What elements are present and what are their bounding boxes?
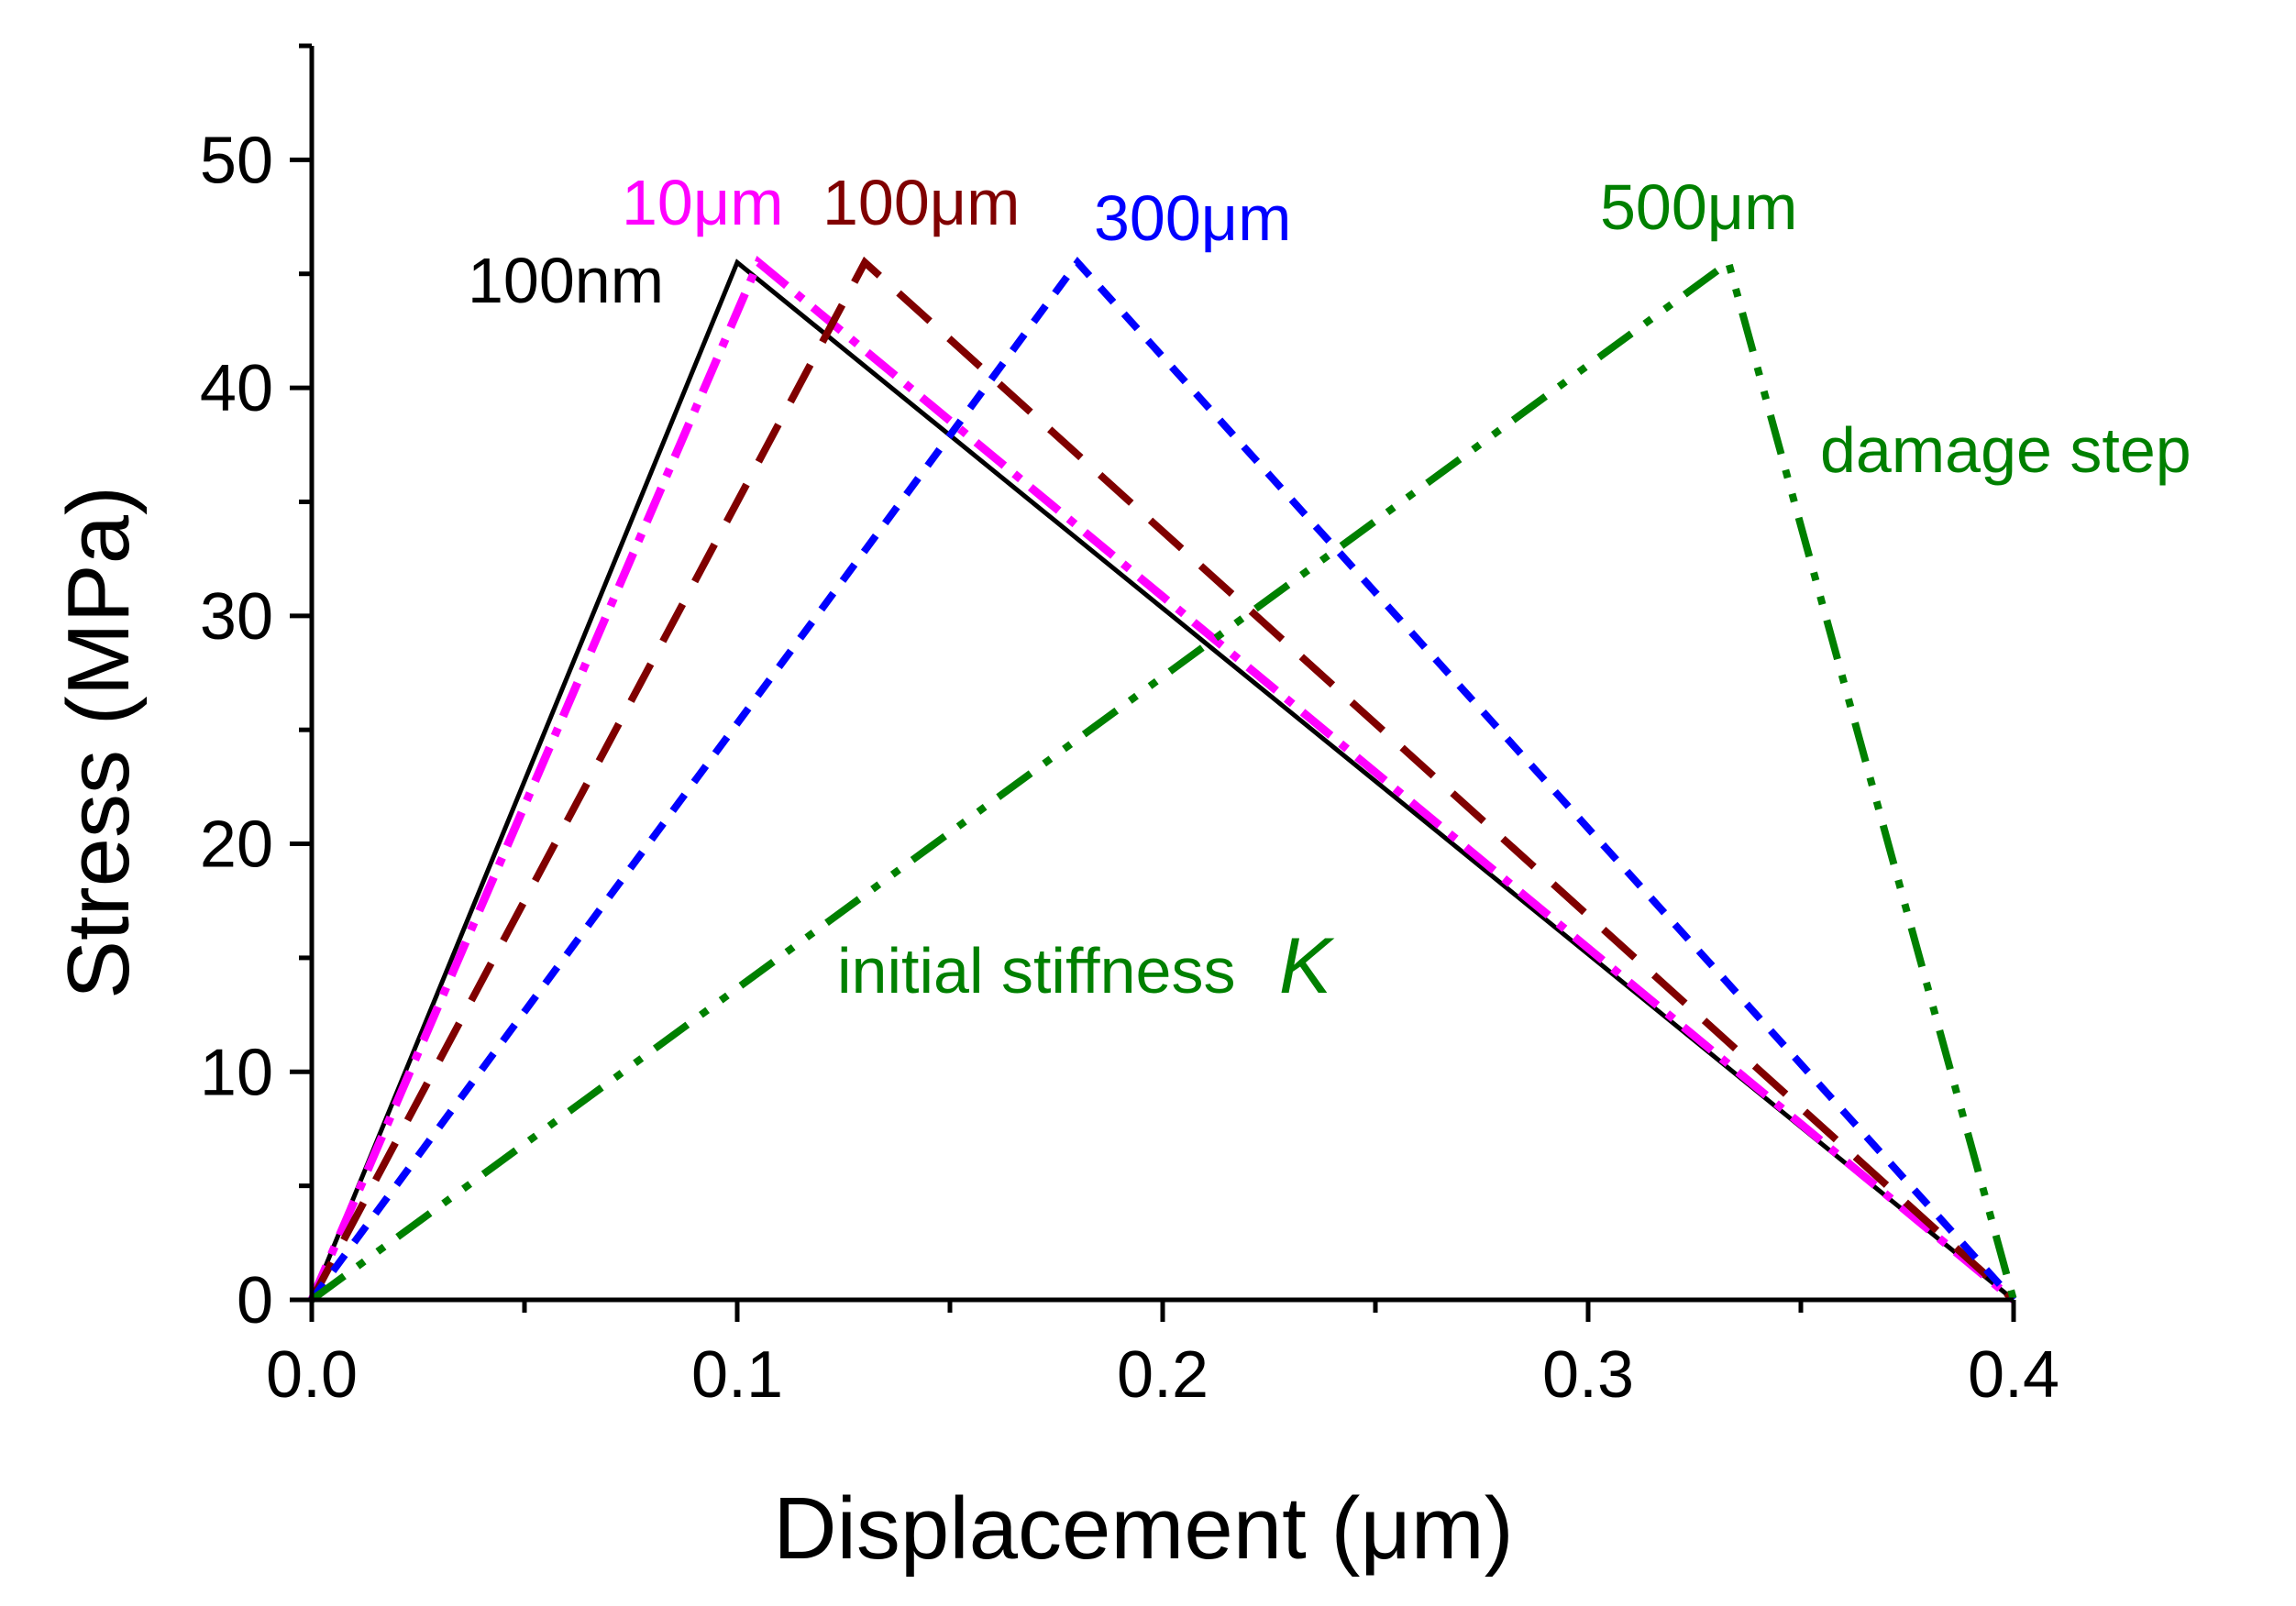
x-tick-label: 0.2 — [1117, 1338, 1209, 1412]
series-line-0 — [309, 258, 2015, 1302]
series-line-4 — [309, 256, 2017, 1304]
series-lines — [307, 256, 2017, 1304]
y-tick-labels: 0 10 20 30 40 50 — [200, 124, 273, 1337]
annotation-initial-stiffness: initial stiffness K — [837, 922, 1335, 1010]
series-label-300um: 300μm — [1094, 182, 1291, 254]
x-tick-label: 0.4 — [1968, 1338, 2059, 1412]
series-label-100nm: 100nm — [468, 245, 664, 316]
y-tick-label: 10 — [200, 1036, 273, 1109]
series-label-500um: 500μm — [1600, 171, 1797, 243]
series-label-10um: 10μm — [622, 167, 784, 238]
y-tick-label: 30 — [200, 580, 273, 654]
series-line-2 — [308, 256, 2016, 1303]
y-tick-label: 50 — [200, 124, 273, 197]
x-tick-label: 0.0 — [266, 1338, 358, 1412]
x-tick-label: 0.3 — [1542, 1338, 1634, 1412]
y-axis-title: Stress (MPa) — [50, 486, 148, 999]
x-tick-label: 0.1 — [691, 1338, 783, 1412]
y-tick-label: 0 — [237, 1264, 273, 1337]
series-label-100um: 100μm — [822, 167, 1020, 238]
series-line-3 — [308, 256, 2016, 1303]
x-axis-title: Displacement (μm) — [773, 1480, 1513, 1578]
series-line-1 — [307, 256, 2016, 1304]
x-tick-labels: 0.0 0.1 0.2 0.3 0.4 — [266, 1338, 2059, 1412]
annotation-damage-step: damage step — [1820, 414, 2191, 486]
axes — [290, 43, 2016, 1322]
y-tick-label: 40 — [200, 352, 273, 425]
y-tick-label: 20 — [200, 808, 273, 882]
